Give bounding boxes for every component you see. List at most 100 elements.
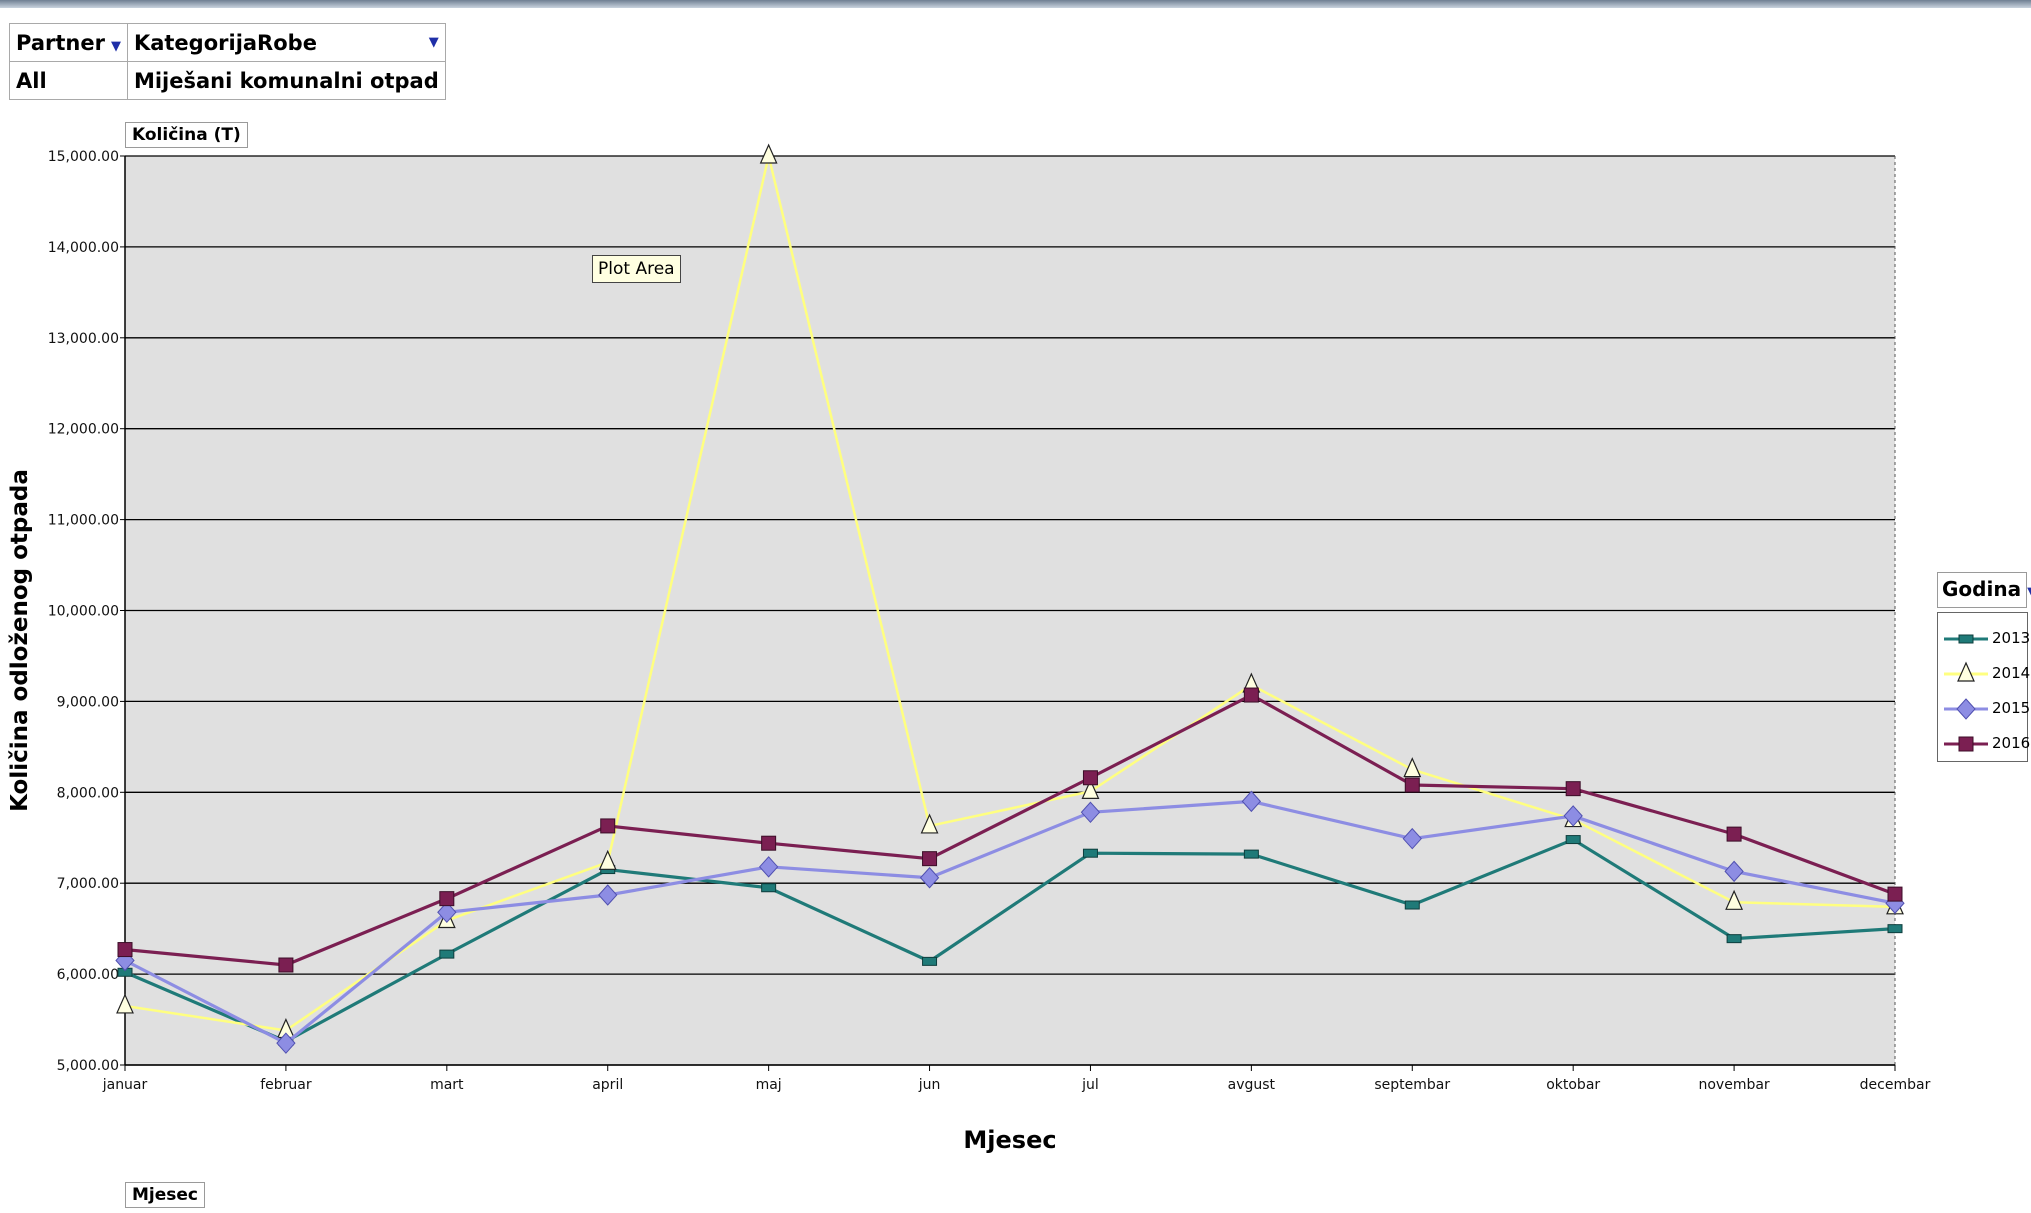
series-2016 [117, 687, 1903, 973]
data-point-2015[interactable] [598, 884, 618, 906]
dropdown-arrow-icon[interactable]: ▼ [2027, 585, 2031, 600]
x-axis-ticks: januar februar mart april maj jun jul avgust sep… [102, 1065, 1931, 1093]
partner-filter-value: All [9, 61, 128, 100]
y-tick-label: 10,000.00 [48, 604, 119, 620]
legend-label: 2016 [1992, 734, 2031, 752]
data-point-2013[interactable] [439, 949, 455, 959]
data-point-2016[interactable] [1082, 770, 1098, 786]
legend-label: 2015 [1992, 699, 2031, 717]
data-point-2015[interactable] [437, 901, 457, 924]
data-point-2015[interactable] [276, 1032, 296, 1054]
legend: 2013 2014 2015 2016 [1937, 612, 2031, 762]
series-line-2015[interactable] [124, 799, 1896, 1045]
data-point-2016[interactable] [1887, 886, 1903, 902]
legend-item-2014[interactable]: 2014 [1938, 656, 2031, 692]
data-point-2016[interactable] [1404, 777, 1420, 793]
data-point-2016[interactable] [1565, 781, 1581, 797]
legend-swatch [1944, 634, 1988, 644]
y-tick-label: 13,000.00 [48, 331, 119, 347]
y-tick-label: 8,000.00 [57, 785, 119, 801]
data-point-2016[interactable] [117, 942, 133, 958]
legend-field-button[interactable]: Godina ▼ [1937, 572, 2031, 608]
data-point-2013[interactable] [1082, 848, 1098, 858]
category-filter-label: KategorijaRobe [133, 30, 317, 55]
data-point-2015[interactable] [1080, 801, 1101, 824]
data-point-2016[interactable] [1726, 826, 1742, 842]
data-point-2014[interactable] [920, 813, 939, 834]
data-point-2016[interactable] [439, 891, 455, 907]
legend-marker-2013[interactable] [1958, 634, 1974, 644]
data-point-2014[interactable] [116, 993, 134, 1014]
window-top-bar [0, 0, 2031, 8]
legend-swatch [1944, 736, 1988, 752]
legend-item-2015[interactable]: 2015 [1938, 691, 2031, 727]
x-tick-label: april [592, 1077, 623, 1093]
data-point-2015[interactable] [1241, 790, 1262, 813]
x-tick-label: septembar [1374, 1077, 1450, 1093]
data-point-2014[interactable] [1081, 778, 1100, 799]
gridlines [120, 155, 1896, 1066]
y-tick-label: 5,000.00 [57, 1058, 119, 1074]
data-point-2014[interactable] [1403, 757, 1422, 778]
y-tick-label: 7,000.00 [57, 876, 119, 892]
series-line-2013[interactable] [124, 837, 1896, 1043]
y-tick-label: 6,000.00 [57, 967, 119, 983]
row-field-button[interactable]: Mjesec [125, 1182, 205, 1208]
data-point-2016[interactable] [761, 835, 777, 851]
data-point-2015[interactable] [919, 866, 940, 889]
data-point-2013[interactable] [1243, 849, 1259, 859]
series-group [115, 143, 1905, 1054]
data-point-2013[interactable] [1726, 934, 1742, 944]
page-filter-table: Partner ▼ KategorijaRobe ▼ All Miješani ko… [9, 23, 446, 100]
data-point-2016[interactable] [278, 957, 294, 973]
series-line-2016[interactable] [124, 693, 1896, 967]
y-tick-label: 15,000.00 [48, 149, 119, 165]
data-point-2015[interactable] [1724, 860, 1744, 883]
data-point-2013[interactable] [1565, 835, 1581, 845]
data-point-2013[interactable] [761, 883, 777, 893]
x-tick-label: oktobar [1546, 1077, 1600, 1093]
legend-title: Godina [1942, 577, 2022, 601]
y-tick-label: 9,000.00 [57, 694, 119, 710]
data-point-2015[interactable] [758, 856, 779, 878]
x-tick-label: novembar [1698, 1077, 1769, 1093]
category-filter-button[interactable]: KategorijaRobe ▼ [126, 23, 446, 62]
partner-filter-button[interactable]: Partner ▼ [9, 23, 128, 62]
x-tick-label: mart [430, 1077, 464, 1093]
x-tick-label: januar [102, 1077, 148, 1093]
legend-marker-2015[interactable] [1956, 698, 1976, 720]
y-tick-label: 11,000.00 [48, 513, 119, 529]
data-point-2013[interactable] [1887, 924, 1903, 934]
data-point-2016[interactable] [600, 818, 616, 834]
x-tick-label: maj [756, 1077, 782, 1093]
data-point-2015[interactable] [1402, 827, 1422, 850]
y-axis-ticks: 5,000.00 6,000.00 7,000.00 8,000.00 9,000.00… [48, 149, 119, 1074]
legend-marker-2014[interactable] [1957, 661, 1975, 682]
legend-swatch [1944, 661, 1988, 682]
legend-item-2016[interactable]: 2016 [1938, 726, 2031, 762]
x-tick-label: decembar [1860, 1077, 1931, 1093]
series-2015 [115, 790, 1905, 1054]
dropdown-arrow-icon[interactable]: ▼ [428, 34, 439, 50]
legend-item-2013[interactable]: 2013 [1938, 621, 2031, 657]
x-tick-label: jul [1081, 1077, 1099, 1093]
data-point-2016[interactable] [922, 851, 938, 867]
legend-label: 2013 [1992, 629, 2031, 647]
data-point-2014[interactable] [759, 143, 778, 164]
data-point-2013[interactable] [922, 956, 938, 966]
x-tick-label: jun [918, 1077, 941, 1093]
legend-label: 2014 [1992, 664, 2031, 682]
legend-swatch [1944, 698, 1988, 720]
dropdown-arrow-icon[interactable]: ▼ [110, 38, 121, 54]
series-line-2014[interactable] [124, 154, 1896, 1032]
data-point-2016[interactable] [1243, 687, 1259, 703]
x-axis-title: Mjesec [963, 1126, 1056, 1154]
data-point-2013[interactable] [1404, 900, 1420, 910]
data-field-button[interactable]: Količina (T) [125, 122, 248, 148]
data-point-2015[interactable] [1563, 805, 1583, 827]
x-tick-label: avgust [1228, 1077, 1276, 1093]
data-point-2014[interactable] [1725, 889, 1744, 910]
legend-marker-2016[interactable] [1958, 736, 1974, 752]
data-point-2014[interactable] [598, 849, 617, 870]
plot-area-tooltip: Plot Area [592, 255, 681, 283]
